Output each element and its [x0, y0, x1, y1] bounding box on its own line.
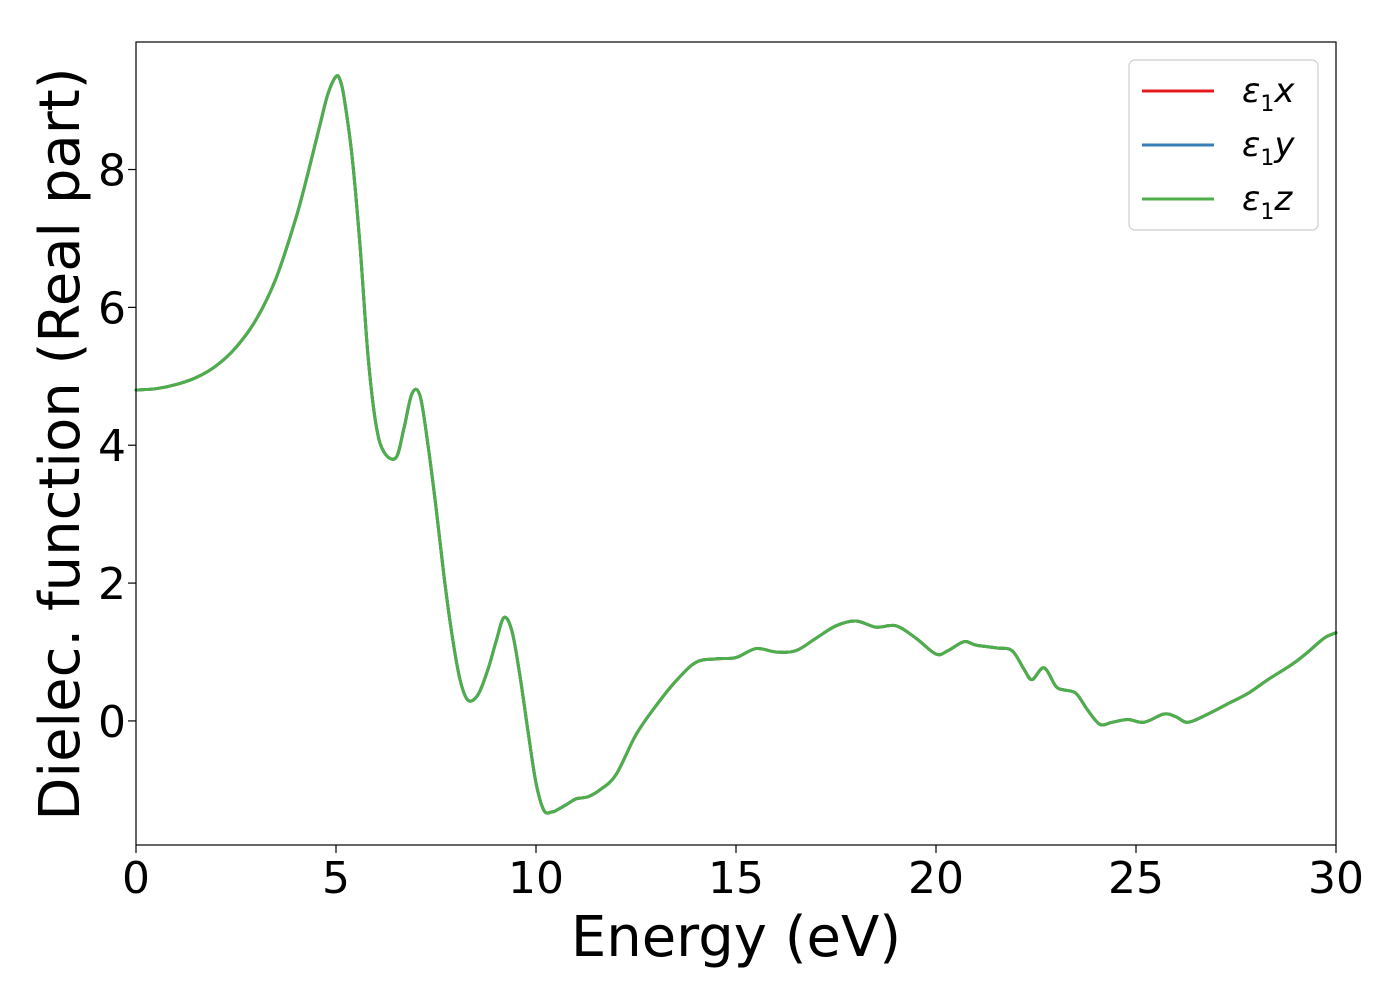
x-tick-label: 15 [708, 853, 764, 904]
legend-label-y: ε1y [1242, 125, 1295, 171]
x-tick-label: 10 [508, 853, 564, 904]
legend: ε1x ε1y ε1z [1128, 59, 1319, 231]
series-layer [134, 74, 1338, 815]
y-axis-title: Dielec. function (Real part) [28, 67, 93, 820]
y-tick-label: 2 [98, 559, 126, 610]
legend-label-z: ε1z [1242, 179, 1293, 225]
x-axis-ticks: 0 5 10 15 20 25 30 [122, 845, 1364, 904]
x-tick-label: 25 [1108, 853, 1164, 904]
x-tick-label: 0 [122, 853, 150, 904]
y-tick-label: 0 [98, 697, 126, 748]
y-tick-label: 4 [98, 421, 126, 472]
y-tick-label: 8 [98, 146, 126, 197]
x-tick-label: 5 [322, 853, 350, 904]
x-tick-label: 30 [1308, 853, 1364, 904]
y-tick-label: 6 [98, 283, 126, 334]
series-line-ε1z [134, 74, 1338, 815]
x-tick-label: 20 [908, 853, 964, 904]
legend-box [1128, 59, 1319, 231]
legend-label-x: ε1x [1242, 71, 1295, 117]
x-axis-title: Energy (eV) [571, 905, 901, 970]
y-axis-ticks: 0 2 4 6 8 [98, 146, 136, 748]
